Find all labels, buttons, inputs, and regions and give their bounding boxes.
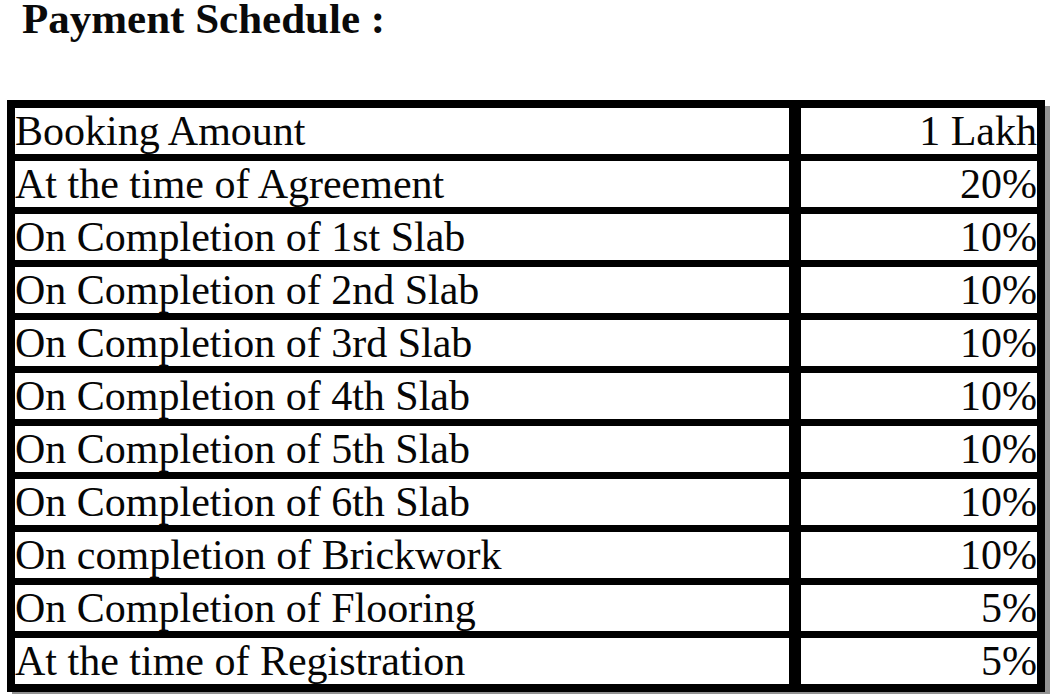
payment-stage-label: Booking Amount xyxy=(15,108,795,158)
table-row: Booking Amount 1 Lakh xyxy=(15,108,1037,158)
payment-stage-label: At the time of Registration xyxy=(15,635,795,685)
payment-stage-label: On completion of Brickwork xyxy=(15,529,795,582)
table-row: On Completion of 4th Slab 10% xyxy=(15,370,1037,423)
table-row: On Completion of 1st Slab 10% xyxy=(15,211,1037,264)
payment-stage-label: On Completion of 5th Slab xyxy=(15,423,795,476)
table-row: On Completion of 2nd Slab 10% xyxy=(15,264,1037,317)
payment-stage-label: On Completion of 6th Slab xyxy=(15,476,795,529)
payment-stage-label: On Completion of Flooring xyxy=(15,582,795,635)
payment-amount-value: 10% xyxy=(795,211,1037,264)
table-row: On Completion of 3rd Slab 10% xyxy=(15,317,1037,370)
page-title: Payment Schedule : xyxy=(22,0,385,40)
payment-table-body: Booking Amount 1 Lakh At the time of Agr… xyxy=(15,108,1037,684)
table-row: On Completion of 5th Slab 10% xyxy=(15,423,1037,476)
table-row: At the time of Agreement 20% xyxy=(15,158,1037,211)
payment-stage-label: On Completion of 4th Slab xyxy=(15,370,795,423)
payment-schedule-grid: Booking Amount 1 Lakh At the time of Agr… xyxy=(15,108,1037,684)
payment-amount-value: 10% xyxy=(795,476,1037,529)
table-row: At the time of Registration 5% xyxy=(15,635,1037,685)
payment-amount-value: 5% xyxy=(795,635,1037,685)
payment-amount-value: 10% xyxy=(795,264,1037,317)
payment-stage-label: On Completion of 2nd Slab xyxy=(15,264,795,317)
payment-stage-label: At the time of Agreement xyxy=(15,158,795,211)
payment-stage-label: On Completion of 3rd Slab xyxy=(15,317,795,370)
payment-amount-value: 20% xyxy=(795,158,1037,211)
payment-amount-value: 10% xyxy=(795,529,1037,582)
table-row: On completion of Brickwork 10% xyxy=(15,529,1037,582)
table-row: On Completion of Flooring 5% xyxy=(15,582,1037,635)
table-row: On Completion of 6th Slab 10% xyxy=(15,476,1037,529)
payment-stage-label: On Completion of 1st Slab xyxy=(15,211,795,264)
payment-amount-value: 10% xyxy=(795,423,1037,476)
payment-amount-value: 10% xyxy=(795,370,1037,423)
payment-schedule-table: Booking Amount 1 Lakh At the time of Agr… xyxy=(7,100,1045,692)
payment-amount-value: 1 Lakh xyxy=(795,108,1037,158)
payment-amount-value: 5% xyxy=(795,582,1037,635)
payment-amount-value: 10% xyxy=(795,317,1037,370)
